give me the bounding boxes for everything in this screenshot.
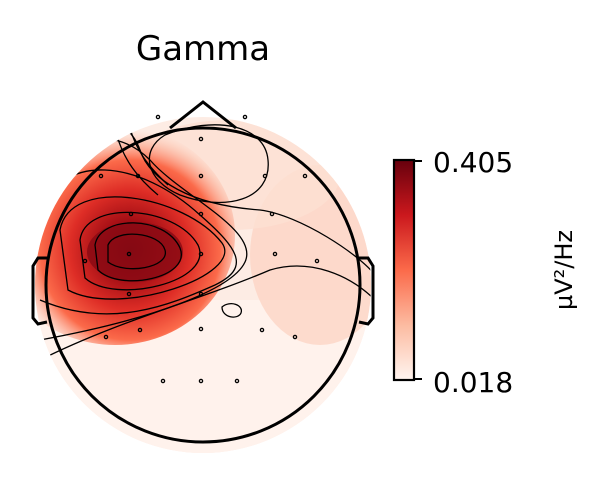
sensor-marker <box>272 251 278 257</box>
head-outline <box>31 100 375 444</box>
contour-line <box>59 196 226 300</box>
sensor-marker <box>269 211 275 217</box>
sensor-marker <box>126 251 132 257</box>
contour-line <box>39 169 237 315</box>
sensor-marker <box>135 173 141 179</box>
colorbar: 0.405 0.018 µV²/Hz <box>392 146 578 399</box>
field-layer <box>35 117 371 453</box>
sensor-marker <box>262 173 268 179</box>
sensor-marker <box>160 378 166 384</box>
right-ear-outline <box>358 256 375 326</box>
colorbar-frame <box>392 158 416 382</box>
sensor-marker <box>242 114 248 120</box>
sensor-marker <box>155 114 161 120</box>
contour-line <box>107 233 166 270</box>
left-ear-outline <box>31 256 48 326</box>
nose-outline <box>169 100 237 130</box>
sensor-markers <box>82 114 320 384</box>
colorbar-max-label: 0.405 <box>433 146 513 179</box>
sensor-marker <box>198 211 204 217</box>
sensor-marker <box>259 327 265 333</box>
contour-line <box>148 124 269 204</box>
sensor-marker <box>137 327 143 333</box>
sensor-marker <box>302 173 308 179</box>
contour-line <box>79 211 201 291</box>
sensor-marker <box>198 251 204 257</box>
sensor-marker <box>198 136 204 142</box>
sensor-marker <box>198 291 204 297</box>
sensor-marker <box>82 258 88 264</box>
contour-line <box>221 303 243 318</box>
sensor-marker <box>198 326 204 332</box>
sensor-marker <box>103 334 109 340</box>
field-peak-core <box>87 222 183 282</box>
colorbar-gradient <box>394 160 414 380</box>
contour-line <box>39 265 371 361</box>
chart-title: Gamma <box>136 29 270 69</box>
sensor-marker <box>292 334 298 340</box>
sensor-marker <box>128 211 134 217</box>
sensor-marker <box>234 378 240 384</box>
sensor-marker <box>198 378 204 384</box>
sensor-marker <box>126 291 132 297</box>
sensor-marker <box>98 173 104 179</box>
colorbar-unit-label: µV²/Hz <box>550 230 578 310</box>
sensor-marker <box>198 173 204 179</box>
colorbar-min-label: 0.018 <box>433 366 513 399</box>
contour-line <box>94 222 182 282</box>
sensor-marker <box>314 258 320 264</box>
head-circle <box>44 126 362 444</box>
